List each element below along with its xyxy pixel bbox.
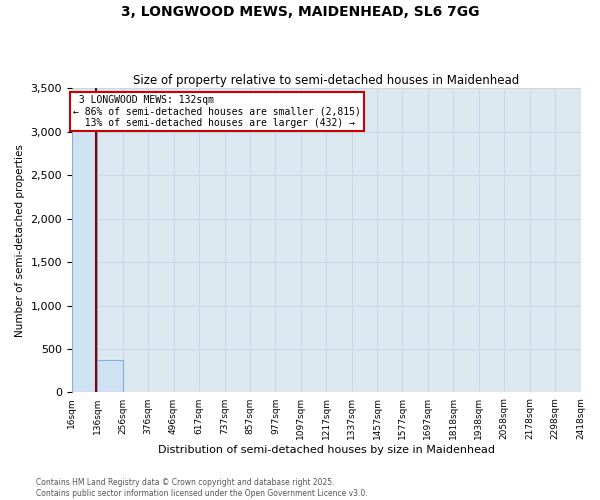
Text: Contains HM Land Registry data © Crown copyright and database right 2025.
Contai: Contains HM Land Registry data © Crown c…: [36, 478, 368, 498]
Bar: [97, 360, 123, 392]
Title: Size of property relative to semi-detached houses in Maidenhead: Size of property relative to semi-detach…: [133, 74, 520, 87]
X-axis label: Distribution of semi-detached houses by size in Maidenhead: Distribution of semi-detached houses by …: [158, 445, 495, 455]
Text: 3 LONGWOOD MEWS: 132sqm
← 86% of semi-detached houses are smaller (2,815)
  13% : 3 LONGWOOD MEWS: 132sqm ← 86% of semi-de…: [73, 95, 361, 128]
Text: 3, LONGWOOD MEWS, MAIDENHEAD, SL6 7GG: 3, LONGWOOD MEWS, MAIDENHEAD, SL6 7GG: [121, 5, 479, 19]
Y-axis label: Number of semi-detached properties: Number of semi-detached properties: [15, 144, 25, 337]
Bar: [72, 110, 97, 393]
